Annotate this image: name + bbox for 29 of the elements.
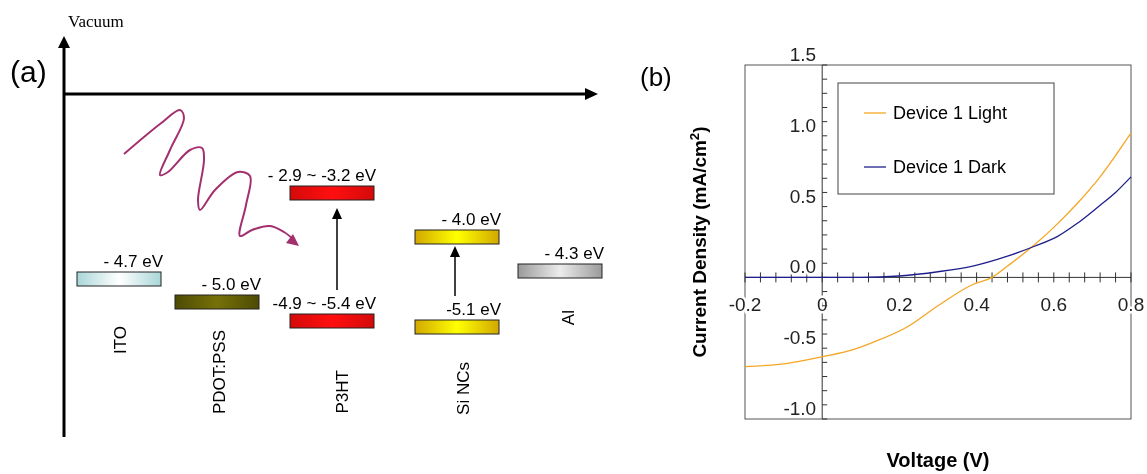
x-axis-title: Voltage (V) [886,449,990,471]
x-tick-label: 0.8 [1117,294,1145,316]
x-tick-label: 0.4 [963,294,991,316]
y-tick-label: 0.0 [789,256,817,278]
text: Vacuum [68,12,124,31]
text: -4.9 ~ -5.4 eV [272,294,377,313]
legend-label: Device 1 Dark [893,157,1008,177]
text: - 4.0 eV [441,210,502,229]
y-tick-label: -1.0 [783,398,817,419]
text: - 4.3 eV [544,244,605,263]
text: - 4.7 eV [103,252,164,271]
category-label: Al [559,310,578,326]
y-tick-label: -0.5 [783,327,817,349]
y-tick-label: 1.0 [789,114,817,136]
category-label: P3HT [333,370,352,414]
x-tick-label: 0.2 [886,294,913,316]
y-tick-label: 0.5 [789,185,817,207]
x-tick-label: 0.6 [1040,294,1068,316]
text: - 5.0 eV [201,275,262,294]
category-label: PDOT:PSS [210,330,229,415]
y-tick-label: 1.5 [789,44,817,65]
text: - 2.9 ~ -3.2 eV [267,166,377,185]
category-label: ITO [111,326,130,355]
legend-label: Device 1 Light [893,103,1008,123]
text: (a) [10,55,47,88]
x-tick-label: -0.2 [728,294,762,316]
chart-title: (b) [640,62,672,92]
category-label: Si NCs [454,362,473,415]
text: -5.1 eV [446,300,502,319]
